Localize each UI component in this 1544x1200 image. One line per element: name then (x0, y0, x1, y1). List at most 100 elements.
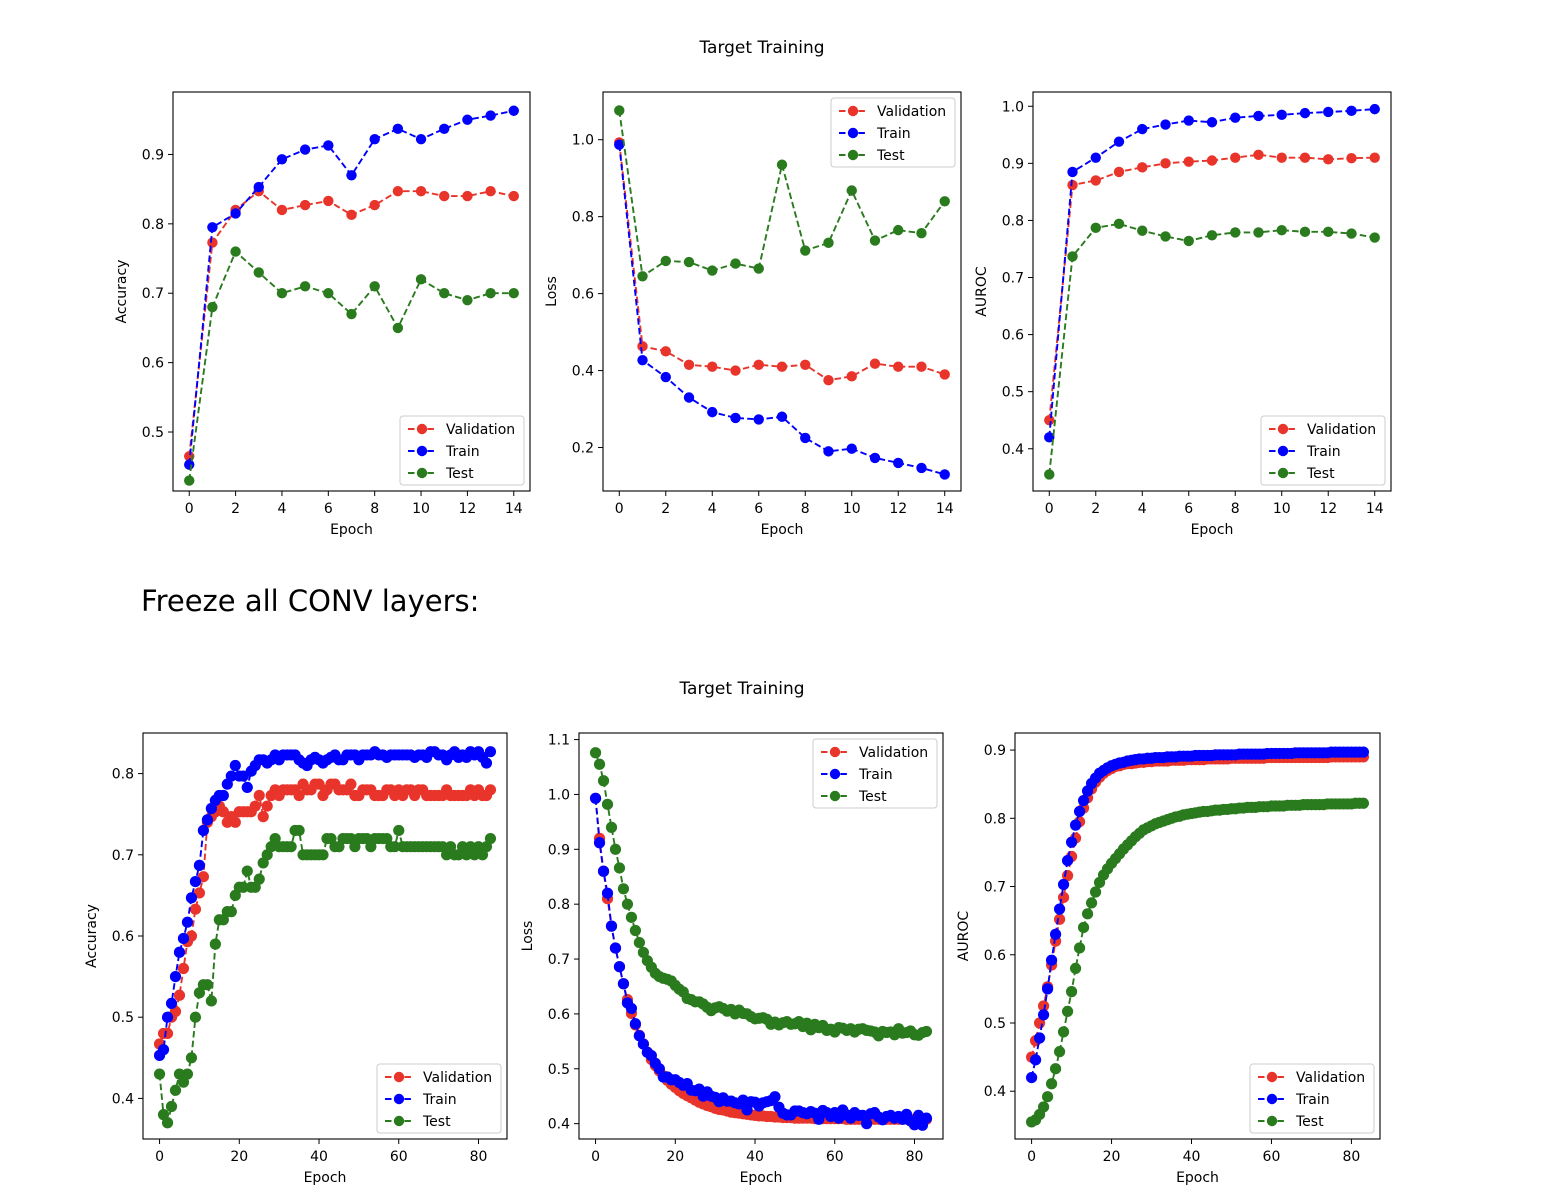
y-tick-label: 0.4 (572, 364, 594, 380)
data-point (893, 457, 904, 469)
x-tick-label: 6 (1184, 501, 1193, 517)
data-point (613, 862, 626, 874)
data-point (508, 288, 519, 299)
data-point (299, 199, 311, 211)
legend-box (812, 738, 938, 809)
data-point (660, 371, 671, 383)
data-point (415, 186, 427, 197)
data-point (1057, 878, 1070, 891)
data-point (776, 411, 788, 422)
data-point (484, 832, 497, 845)
series-train (614, 139, 950, 480)
data-point (181, 916, 194, 928)
y-tick-label: 0.6 (142, 356, 164, 372)
data-point (1183, 156, 1194, 167)
data-point (800, 359, 811, 370)
x-tick-label: 12 (458, 501, 476, 517)
legend-label-test: Test (1306, 466, 1335, 482)
data-point (169, 971, 182, 983)
data-point (508, 105, 519, 116)
data-point (276, 204, 288, 216)
x-tick-label: 0 (1045, 501, 1054, 517)
data-point (613, 961, 626, 973)
series-validation (1025, 751, 1370, 1063)
y-axis-label: Loss (544, 276, 560, 307)
plot-area (614, 105, 950, 480)
series-train (184, 105, 519, 470)
legend-label-test: Test (876, 148, 905, 164)
data-point (209, 938, 221, 950)
legend-box (1260, 415, 1386, 486)
data-point (177, 962, 190, 975)
data-point (893, 224, 904, 236)
legend-label-test: Test (1295, 1114, 1324, 1130)
data-point (920, 1025, 933, 1038)
legend-marker (829, 768, 841, 780)
x-tick-label: 20 (1103, 1149, 1121, 1165)
data-point (1041, 1091, 1054, 1103)
x-tick-label: 20 (230, 1149, 248, 1165)
data-point (169, 1084, 182, 1096)
plot-frame (1032, 91, 1392, 492)
data-point (629, 924, 642, 937)
data-point (229, 759, 241, 772)
data-point (229, 816, 241, 828)
x-tick-label: 40 (310, 1149, 328, 1165)
data-point (153, 1068, 166, 1080)
x-axis-label: Epoch (761, 522, 804, 538)
y-tick-label: 0.6 (548, 1007, 570, 1023)
data-point (161, 1027, 174, 1040)
data-point (1045, 954, 1058, 966)
data-point (683, 392, 695, 403)
x-tick-label: 0 (615, 501, 624, 517)
plot-frame (172, 91, 531, 492)
data-point (369, 133, 380, 145)
data-point (485, 288, 496, 299)
figure-2-title: Target Training (678, 679, 804, 699)
data-point (800, 245, 811, 256)
y-tick-label: 1.0 (572, 133, 594, 149)
legend-label-validation: Validation (859, 745, 928, 761)
x-tick-label: 40 (1183, 1149, 1201, 1165)
data-point (165, 997, 178, 1010)
x-axis-label: Epoch (1191, 522, 1234, 538)
data-point (707, 361, 718, 372)
data-point (1067, 179, 1078, 191)
data-point (1049, 1063, 1062, 1075)
legend: Validation Train Test (1249, 1063, 1375, 1134)
x-tick-label: 4 (1138, 501, 1147, 517)
x-tick-label: 2 (661, 501, 670, 517)
data-point (189, 876, 202, 888)
legend-label-train: Train (1306, 444, 1341, 460)
data-point (1230, 152, 1241, 163)
data-point (916, 228, 927, 239)
data-point (484, 746, 497, 758)
data-point (1357, 746, 1370, 758)
data-point (389, 841, 401, 853)
y-tick-label: 1.0 (548, 787, 570, 803)
y-tick-label: 0.7 (1002, 271, 1024, 287)
data-point (1081, 908, 1094, 920)
data-point (753, 359, 764, 370)
data-point (1276, 109, 1287, 121)
data-point (633, 936, 646, 949)
x-axis-label: Epoch (304, 1170, 347, 1186)
x-tick-label: 10 (843, 501, 861, 517)
legend-box (830, 97, 956, 168)
series-line-test (188, 249, 514, 481)
data-point (249, 800, 261, 812)
data-point (1065, 836, 1078, 848)
data-point (893, 361, 904, 372)
legend-marker (393, 1093, 405, 1105)
data-point (625, 1002, 638, 1015)
data-point (1369, 152, 1380, 163)
data-point (846, 185, 857, 196)
data-point (1077, 921, 1090, 934)
y-tick-label: 0.9 (984, 743, 1006, 759)
series-validation (1044, 149, 1380, 426)
data-point (589, 747, 602, 759)
y-tick-label: 0.6 (112, 929, 134, 945)
data-point (605, 821, 618, 833)
data-point (157, 1044, 170, 1056)
data-point (439, 123, 450, 134)
